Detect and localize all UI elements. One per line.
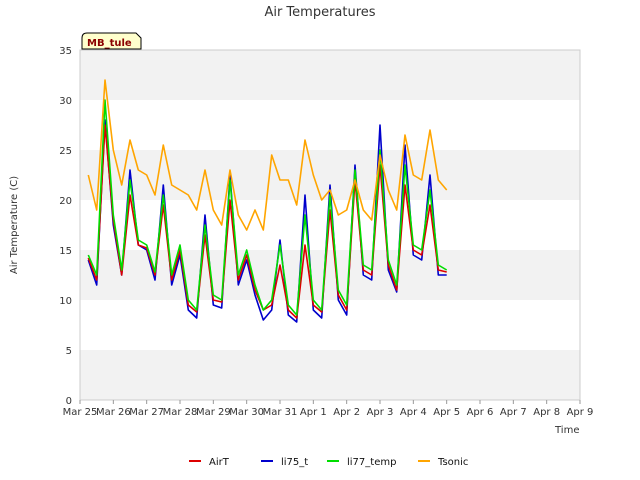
plot-band [80, 250, 580, 300]
station-tag-box [81, 32, 142, 50]
x-tick-label: Apr 2 [333, 407, 360, 418]
legend-label-li75_t: li75_t [281, 457, 308, 468]
legend-label-li77_temp: li77_temp [347, 457, 396, 468]
plot-band [80, 100, 580, 150]
y-tick-label: 25 [59, 146, 72, 157]
legend-label-Tsonic: Tsonic [437, 457, 468, 468]
y-tick-label: 30 [59, 96, 72, 107]
x-axis-label: Time [554, 425, 579, 436]
station-tag-label: MB_tule [87, 38, 132, 49]
y-tick-label: 0 [66, 396, 72, 407]
y-tick-label: 15 [59, 246, 72, 257]
plot-band [80, 300, 580, 350]
series-line-li77_temp [87, 99, 448, 316]
legend: AirT li75_t li77_temp Tsonic [189, 457, 468, 468]
x-tick-label: Apr 9 [567, 407, 594, 418]
x-tick-label: Apr 3 [367, 407, 394, 418]
plot-frame [79, 49, 581, 401]
x-tick-label: Apr 1 [300, 407, 327, 418]
legend-label-AirT: AirT [209, 457, 230, 468]
plot-band [80, 200, 580, 250]
plot-background-bands [80, 50, 580, 400]
x-tick-label: Mar 31 [263, 407, 298, 418]
plot-band [80, 50, 580, 100]
series-line-Tsonic [87, 79, 448, 231]
series-lines [87, 79, 448, 323]
x-tick-label: Apr 8 [533, 407, 560, 418]
y-tick-label: 10 [59, 296, 72, 307]
chart-title: Air Temperatures [264, 5, 375, 20]
y-tick-label: 20 [59, 196, 72, 207]
x-tick-label: Mar 25 [63, 407, 98, 418]
y-tick-label: 5 [66, 346, 72, 357]
y-axis-ticks: 0 5 10 15 20 25 30 35 [59, 46, 72, 407]
x-tick-label: Apr 6 [467, 407, 494, 418]
plot-band [80, 350, 580, 400]
x-tick-label: Apr 4 [400, 407, 427, 418]
x-tick-label: Mar 27 [129, 407, 164, 418]
y-axis-label: Air Temperature (C) [9, 176, 20, 274]
x-tick-label: Mar 28 [163, 407, 198, 418]
x-tick-label: Apr 7 [500, 407, 527, 418]
x-tick-label: Mar 29 [196, 407, 231, 418]
station-tag: MB_tule [81, 32, 142, 50]
y-tick-label: 35 [59, 46, 72, 57]
x-tick-label: Apr 5 [433, 407, 460, 418]
x-tick-label: Mar 26 [96, 407, 131, 418]
x-tick-label: Mar 30 [229, 407, 264, 418]
